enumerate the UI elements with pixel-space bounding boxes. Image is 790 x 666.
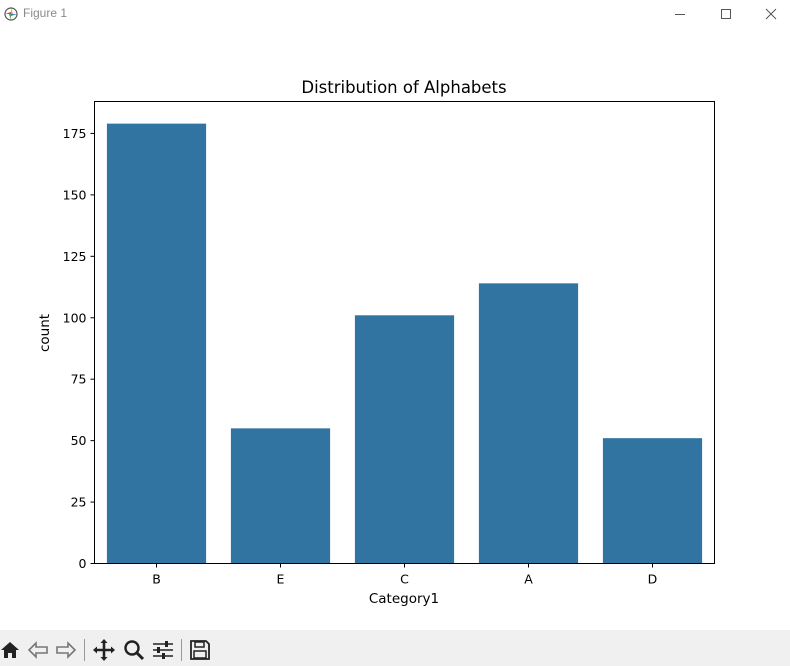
close-icon	[765, 8, 777, 20]
back-button[interactable]	[26, 638, 50, 662]
x-tick-label: C	[400, 572, 409, 587]
home-button[interactable]	[0, 638, 22, 662]
y-tick-label: 125	[63, 249, 87, 264]
y-tick-label: 75	[71, 372, 87, 387]
save-button[interactable]	[188, 638, 212, 662]
x-tick-label: A	[524, 572, 533, 587]
bar-e	[230, 428, 331, 564]
configure-subplots-icon	[153, 641, 173, 659]
minimize-icon	[675, 14, 685, 15]
zoom-button[interactable]	[122, 638, 146, 662]
pan-icon	[93, 639, 115, 661]
x-tick-label: D	[648, 572, 658, 587]
forward-icon	[56, 641, 77, 659]
y-tick-label: 150	[63, 187, 87, 202]
matplotlib-icon	[4, 7, 18, 21]
y-tick-label: 100	[63, 310, 87, 325]
maximize-button[interactable]	[703, 0, 749, 28]
x-tick-label: B	[152, 572, 161, 587]
configure-subplots-button[interactable]	[151, 638, 175, 662]
bar-d	[602, 438, 703, 564]
figure-canvas: Distribution of Alphabets 0 25 50 75 100 125 1…	[0, 28, 790, 630]
bar-b	[106, 123, 207, 564]
navigation-toolbar	[0, 630, 790, 666]
y-tick-label: 25	[71, 495, 87, 510]
save-icon	[190, 640, 210, 660]
toolbar-separator	[181, 639, 182, 661]
pan-button[interactable]	[92, 638, 116, 662]
minimize-button[interactable]	[657, 0, 703, 28]
maximize-icon	[721, 9, 731, 19]
back-icon	[27, 641, 48, 659]
x-tick-label: E	[277, 572, 285, 587]
home-icon	[1, 642, 19, 658]
zoom-icon	[124, 640, 145, 661]
bar-c	[354, 315, 455, 564]
bar-a	[478, 283, 579, 564]
y-tick-label: 50	[71, 433, 87, 448]
y-axis-label: count	[37, 314, 53, 352]
close-button[interactable]	[748, 0, 790, 28]
window-titlebar: Figure 1	[0, 0, 790, 28]
bar-chart: Distribution of Alphabets 0 25 50 75 100 125 1…	[37, 78, 715, 607]
chart-title: Distribution of Alphabets	[301, 78, 506, 97]
window-title: Figure 1	[23, 6, 68, 20]
x-axis-label: Category1	[369, 591, 439, 607]
y-tick-label: 0	[79, 556, 87, 571]
toolbar-separator	[84, 639, 85, 661]
y-tick-label: 175	[63, 126, 87, 141]
forward-button[interactable]	[54, 638, 78, 662]
